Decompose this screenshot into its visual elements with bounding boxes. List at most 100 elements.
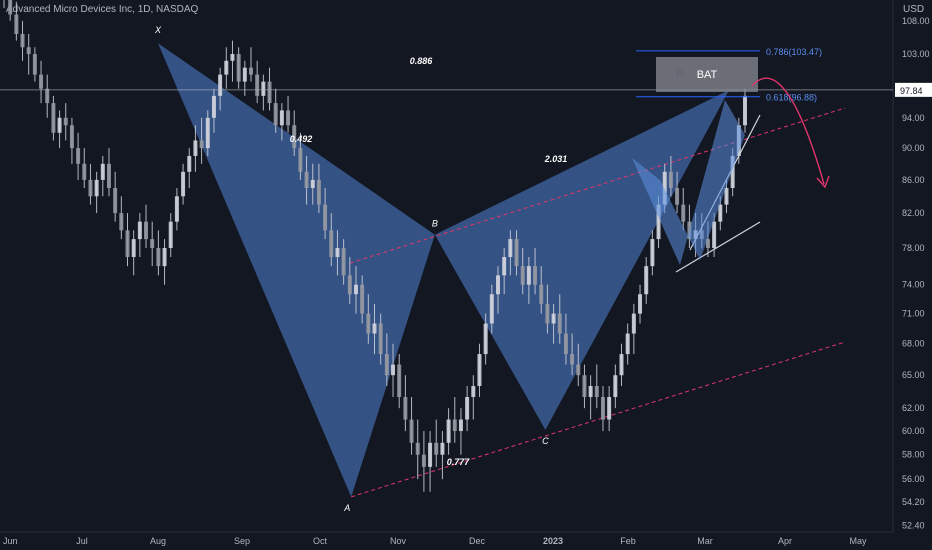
candle-body[interactable]: [551, 313, 556, 324]
candle-body[interactable]: [335, 247, 340, 257]
candle-body[interactable]: [366, 313, 371, 334]
candle-body[interactable]: [113, 188, 118, 214]
candle-body[interactable]: [545, 303, 550, 324]
candle-body[interactable]: [57, 117, 62, 133]
candle-body[interactable]: [557, 313, 562, 334]
candle-body[interactable]: [360, 284, 365, 314]
candle-body[interactable]: [144, 221, 149, 240]
candle-body[interactable]: [26, 47, 31, 54]
candle-body[interactable]: [310, 179, 315, 189]
candle-body[interactable]: [193, 140, 198, 156]
candle-body[interactable]: [168, 221, 173, 248]
candle-body[interactable]: [502, 256, 507, 276]
candle-body[interactable]: [533, 266, 538, 285]
candle-body[interactable]: [471, 386, 476, 398]
candle-body[interactable]: [131, 239, 136, 257]
candle-body[interactable]: [662, 171, 667, 205]
candle-body[interactable]: [675, 188, 680, 205]
candle-body[interactable]: [292, 125, 297, 149]
candle-body[interactable]: [576, 364, 581, 376]
candle-body[interactable]: [261, 81, 266, 96]
candle-body[interactable]: [465, 397, 470, 420]
candle-body[interactable]: [625, 333, 630, 355]
candle-body[interactable]: [508, 239, 513, 257]
candle-body[interactable]: [730, 155, 735, 189]
candle-body[interactable]: [119, 213, 124, 231]
candle-body[interactable]: [638, 294, 643, 314]
candle-body[interactable]: [279, 110, 284, 126]
candle-body[interactable]: [409, 419, 414, 443]
candle-body[interactable]: [514, 239, 519, 267]
candle-body[interactable]: [582, 375, 587, 398]
candle-body[interactable]: [304, 171, 309, 189]
candle-body[interactable]: [607, 397, 612, 420]
candle-body[interactable]: [236, 54, 241, 82]
candle-body[interactable]: [520, 266, 525, 285]
candle-body[interactable]: [570, 354, 575, 365]
candle-body[interactable]: [458, 419, 463, 432]
candle-body[interactable]: [681, 204, 686, 222]
candle-body[interactable]: [403, 397, 408, 420]
candle-body[interactable]: [224, 60, 229, 75]
candle-body[interactable]: [397, 364, 402, 398]
candle-body[interactable]: [526, 266, 531, 285]
candle-body[interactable]: [743, 95, 747, 126]
candle-body[interactable]: [483, 323, 488, 355]
candle-body[interactable]: [156, 247, 161, 267]
candle-body[interactable]: [489, 294, 494, 324]
candle-body[interactable]: [687, 221, 692, 240]
pattern-name-box[interactable]: [656, 57, 758, 92]
candle-body[interactable]: [255, 74, 260, 96]
candle-body[interactable]: [477, 354, 482, 387]
candle-body[interactable]: [45, 88, 50, 104]
candle-body[interactable]: [69, 125, 74, 149]
candle-body[interactable]: [440, 442, 445, 455]
candle-body[interactable]: [249, 67, 253, 75]
candle-body[interactable]: [588, 386, 593, 398]
candle-body[interactable]: [353, 284, 358, 295]
wedge-lower-line[interactable]: [675, 221, 761, 273]
candle-body[interactable]: [211, 95, 216, 118]
candle-body[interactable]: [76, 148, 81, 164]
candle-body[interactable]: [600, 397, 605, 420]
candle-body[interactable]: [428, 442, 433, 467]
candle-body[interactable]: [20, 33, 25, 48]
candle-body[interactable]: [82, 163, 87, 180]
candle-body[interactable]: [341, 247, 346, 276]
candle-body[interactable]: [316, 179, 321, 205]
candle-body[interactable]: [137, 221, 142, 240]
candle-body[interactable]: [384, 354, 389, 376]
forecast-arrow-path[interactable]: [751, 77, 825, 185]
candle-body[interactable]: [100, 163, 105, 180]
candle-body[interactable]: [150, 239, 155, 248]
candle-body[interactable]: [594, 386, 599, 398]
candle-body[interactable]: [106, 163, 111, 189]
candle-body[interactable]: [298, 148, 303, 172]
channel-upper-line[interactable]: [349, 107, 846, 264]
candle-body[interactable]: [32, 54, 37, 75]
channel-lower-line[interactable]: [351, 341, 846, 498]
candle-body[interactable]: [181, 171, 186, 197]
candle-body[interactable]: [94, 179, 99, 197]
candle-body[interactable]: [718, 204, 723, 222]
candle-body[interactable]: [286, 110, 291, 126]
candle-body[interactable]: [705, 239, 710, 248]
candle-body[interactable]: [14, 14, 19, 34]
candle-body[interactable]: [496, 275, 500, 295]
candle-body[interactable]: [563, 333, 568, 355]
candle-body[interactable]: [8, 0, 13, 15]
candle-body[interactable]: [347, 275, 352, 295]
candle-body[interactable]: [391, 364, 396, 376]
candle-body[interactable]: [187, 155, 192, 172]
candle-body[interactable]: [631, 313, 636, 334]
candle-body[interactable]: [446, 419, 451, 443]
candle-body[interactable]: [421, 454, 426, 467]
candle-body[interactable]: [273, 103, 278, 126]
candle-body[interactable]: [415, 442, 420, 455]
candle-body[interactable]: [199, 140, 204, 149]
candle-body[interactable]: [39, 74, 44, 89]
candle-body[interactable]: [434, 442, 439, 455]
candle-body[interactable]: [162, 247, 167, 267]
candle-body[interactable]: [619, 354, 624, 376]
